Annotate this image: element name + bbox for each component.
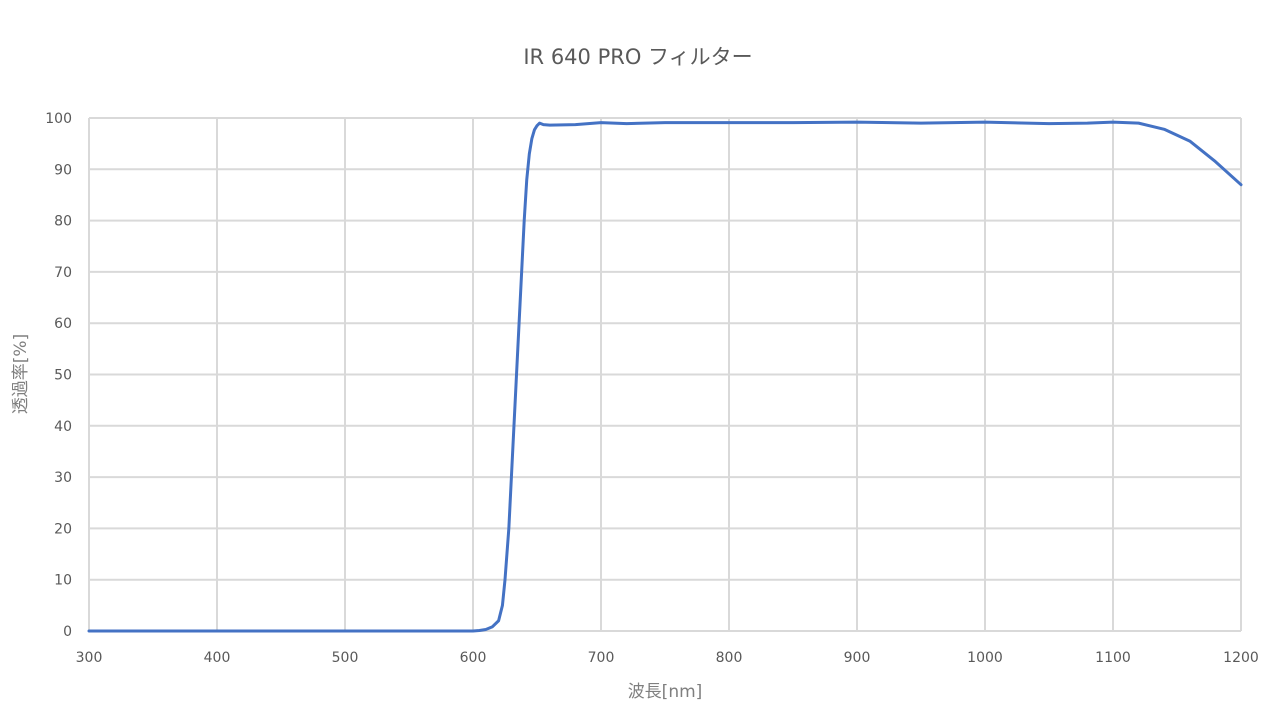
x-tick-label: 700 (588, 650, 615, 666)
y-axis-title: 透過率[%] (11, 334, 31, 414)
y-tick-label: 60 (54, 316, 72, 332)
x-tick-label: 600 (460, 650, 487, 666)
y-tick-label: 10 (54, 573, 72, 589)
tick-labels: 0 10 20 30 40 50 60 70 80 90 100 300 400 500 600 700 800… (45, 111, 1259, 666)
grid (88, 117, 1242, 632)
x-tick-label: 900 (844, 650, 871, 666)
x-tick-label: 1200 (1223, 650, 1259, 666)
x-tick-label: 1100 (1095, 650, 1131, 666)
series-layer (87, 120, 1243, 633)
x-axis-title: 波長[nm] (628, 682, 703, 702)
x-tick-label: 1000 (967, 650, 1003, 666)
y-tick-label: 40 (54, 419, 72, 435)
y-tick-label: 50 (54, 368, 72, 384)
series-line (87, 120, 1243, 633)
y-tick-label: 90 (54, 162, 72, 178)
y-tick-label: 20 (54, 521, 72, 537)
x-tick-label: 800 (716, 650, 743, 666)
y-tick-label: 30 (54, 470, 72, 486)
y-tick-label: 100 (45, 111, 72, 127)
x-tick-label: 500 (332, 650, 359, 666)
x-tick-label: 400 (204, 650, 231, 666)
chart-title: IR 640 PRO フィルター (523, 45, 752, 69)
y-tick-label: 0 (63, 624, 72, 640)
y-tick-label: 80 (54, 214, 72, 230)
y-tick-label: 70 (54, 265, 72, 281)
x-tick-label: 300 (76, 650, 103, 666)
